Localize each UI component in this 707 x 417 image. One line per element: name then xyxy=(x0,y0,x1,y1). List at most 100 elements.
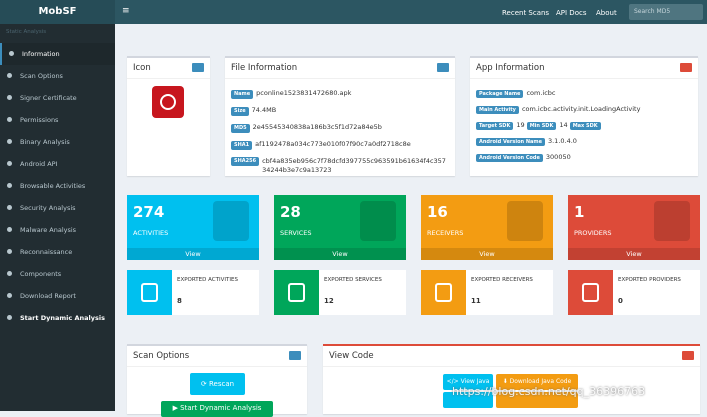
watermark: https://blog.csdn.net/qq_36396763 xyxy=(452,385,646,398)
search-input[interactable]: Search MD5 xyxy=(629,4,703,20)
value: cbf4a835eb956c7f78dcfd397755c963591b6163… xyxy=(262,157,446,174)
view-code-panel: View Code </> View Java ⬇ Download Java … xyxy=(323,344,700,414)
sidebar-item[interactable]: Permissions xyxy=(0,109,115,131)
button[interactable] xyxy=(496,392,578,408)
exported-box: EXPORTED SERVICES 12 xyxy=(274,270,406,315)
glyph xyxy=(435,283,452,302)
icon xyxy=(7,227,12,232)
navbar: MobSF ≡ Recent Scans API Docs About Sear… xyxy=(0,0,707,24)
sidebar-item[interactable]: Signer Certificate xyxy=(0,87,115,109)
stat-label: PROVIDERS xyxy=(574,229,612,237)
exported-icon xyxy=(421,270,466,315)
sidebar-item[interactable]: Malware Analysis xyxy=(0,219,115,241)
label: Name xyxy=(231,90,254,99)
nav-link[interactable]: Recent Scans xyxy=(502,9,550,17)
badge xyxy=(192,63,204,72)
stat-link[interactable]: View xyxy=(274,248,406,260)
exported-count: 0 xyxy=(618,297,623,305)
item-label: Information xyxy=(22,50,60,58)
sidebar-item[interactable]: Start Dynamic Analysis xyxy=(0,307,115,329)
nav-link[interactable]: About xyxy=(596,9,617,17)
label: Package Name xyxy=(476,90,524,98)
stat-link[interactable]: View xyxy=(568,248,700,260)
sidebar-item[interactable]: Components xyxy=(0,263,115,285)
sidebar-item[interactable]: Binary Analysis xyxy=(0,131,115,153)
item-label: Start Dynamic Analysis xyxy=(20,314,105,322)
exported-count: 11 xyxy=(471,297,481,305)
icon xyxy=(7,95,12,100)
panel-title: App Information xyxy=(470,58,698,79)
stat-label: RECEIVERS xyxy=(427,229,464,237)
button-label: Rescan xyxy=(209,380,235,388)
stat-label: ACTIVITIES xyxy=(133,229,169,237)
info-row: SHA256 cbf4a835eb956c7f78dcfd397755c96359… xyxy=(231,157,449,175)
icon xyxy=(7,271,12,276)
stat-link[interactable]: View xyxy=(127,248,259,260)
info-row: Size 74.4MB xyxy=(231,106,449,116)
value: 19 xyxy=(516,121,525,129)
icon xyxy=(7,249,12,254)
value: 300050 xyxy=(545,153,571,161)
stat-icon xyxy=(360,201,396,241)
download-java-button[interactable]: ⬇ Download Java Code xyxy=(496,374,578,390)
glyph xyxy=(288,283,305,302)
item-label: Security Analysis xyxy=(20,204,76,212)
panel-title: File Information xyxy=(225,58,455,79)
app-info-panel: App Information Package Name com.icbc Mai… xyxy=(470,56,698,176)
badge xyxy=(289,351,301,360)
info-row: MD5 2e45545340838a186b3c5f1d72a84e5b xyxy=(231,123,449,133)
button-label: Download Java Code xyxy=(509,378,572,385)
sidebar-item[interactable]: Reconnaissance xyxy=(0,241,115,263)
panel-title: Icon xyxy=(127,58,210,79)
stat-icon xyxy=(213,201,249,241)
exported-icon xyxy=(274,270,319,315)
stat-icon xyxy=(654,201,690,241)
item-label: Download Report xyxy=(20,292,76,300)
icon xyxy=(7,73,12,78)
sidebar-item[interactable]: Information xyxy=(0,43,115,65)
exported-count: 12 xyxy=(324,297,334,305)
badge xyxy=(680,63,692,72)
label: Size xyxy=(231,107,249,116)
sidebar-item[interactable]: Security Analysis xyxy=(0,197,115,219)
menu-toggle[interactable]: ≡ xyxy=(122,6,130,16)
value: 74.4MB xyxy=(251,106,277,114)
stat-count: 274 xyxy=(133,203,165,221)
stat-box: 28 SERVICES View xyxy=(274,195,406,260)
exported-label: EXPORTED SERVICES xyxy=(324,277,382,283)
sidebar-item[interactable]: Android API xyxy=(0,153,115,175)
exported-label: EXPORTED ACTIVITIES xyxy=(177,277,238,283)
stat-box: 274 ACTIVITIES View xyxy=(127,195,259,260)
stat-count: 1 xyxy=(574,203,585,221)
view-smali-button[interactable] xyxy=(443,392,493,408)
value: com.icbc.activity.init.LoadingActivity xyxy=(521,105,641,113)
label: Min SDK xyxy=(526,122,557,130)
scan-options-panel: Scan Options ⟳ Rescan ▶ Start Dynamic An… xyxy=(127,344,307,417)
item-label: Android API xyxy=(20,160,58,168)
icon xyxy=(7,315,12,320)
nav-link[interactable]: API Docs xyxy=(556,9,587,17)
dynamic-button[interactable]: ▶ Start Dynamic Analysis xyxy=(161,401,273,417)
label: SHA1 xyxy=(231,141,253,150)
label: Target SDK xyxy=(476,122,514,130)
stat-link[interactable]: View xyxy=(421,248,553,260)
icon xyxy=(7,183,12,188)
button-label: Start Dynamic Analysis xyxy=(180,404,262,412)
item-label: Binary Analysis xyxy=(20,138,70,146)
sidebar-item[interactable]: Browsable Activities xyxy=(0,175,115,197)
sidebar-item[interactable]: Scan Options xyxy=(0,65,115,87)
stat-box: 16 RECEIVERS View xyxy=(421,195,553,260)
exported-box: EXPORTED PROVIDERS 0 xyxy=(568,270,700,315)
glyph xyxy=(582,283,599,302)
sidebar-item[interactable]: Download Report xyxy=(0,285,115,307)
panel-title: View Code xyxy=(323,346,700,367)
rescan-button[interactable]: ⟳ Rescan xyxy=(190,373,245,395)
icon-panel: Icon xyxy=(127,56,210,176)
item-label: Components xyxy=(20,270,62,278)
item-label: Scan Options xyxy=(20,72,63,80)
panel-title: Scan Options xyxy=(127,346,307,367)
value: pconline1523831472680.apk xyxy=(256,89,352,97)
view-java-button[interactable]: </> View Java xyxy=(443,374,493,390)
stat-count: 16 xyxy=(427,203,448,221)
brand[interactable]: MobSF xyxy=(0,0,115,24)
